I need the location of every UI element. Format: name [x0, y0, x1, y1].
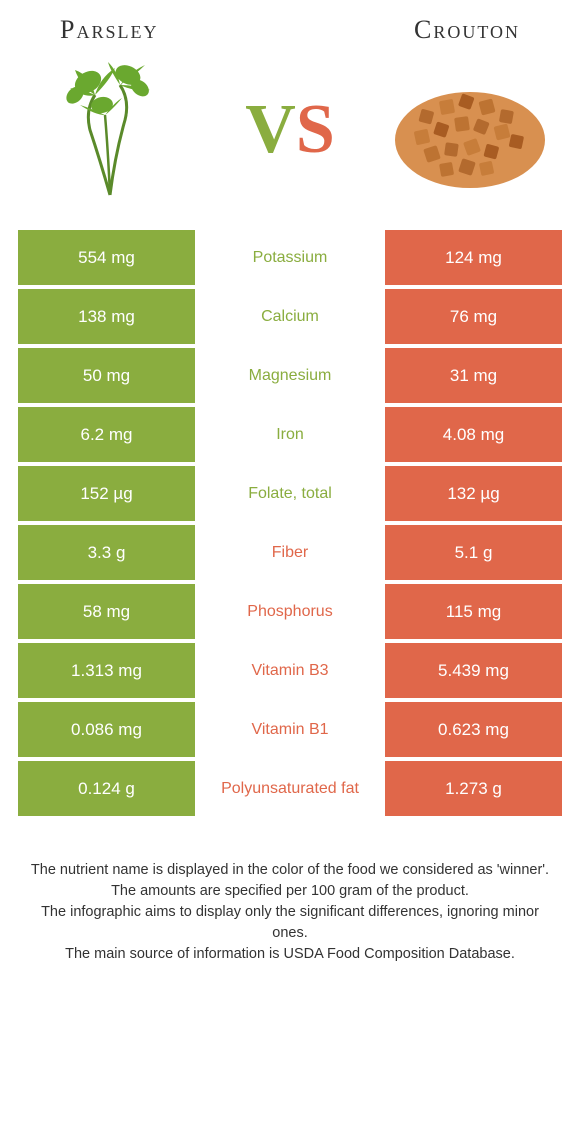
nutrient-label: Magnesium: [195, 348, 385, 403]
vs-v-letter: V: [245, 90, 296, 170]
table-row: 138 mgCalcium76 mg: [18, 289, 562, 344]
right-value-cell: 124 mg: [385, 230, 562, 285]
left-value-cell: 3.3 g: [18, 525, 195, 580]
right-value-cell: 4.08 mg: [385, 407, 562, 462]
left-food-title: Parsley: [60, 15, 158, 45]
footer-line: The main source of information is USDA F…: [30, 944, 550, 965]
table-row: 1.313 mgVitamin B35.439 mg: [18, 643, 562, 698]
table-row: 58 mgPhosphorus115 mg: [18, 584, 562, 639]
nutrient-label: Folate, total: [195, 466, 385, 521]
left-value-cell: 0.086 mg: [18, 702, 195, 757]
left-value-cell: 554 mg: [18, 230, 195, 285]
header-titles: Parsley Crouton: [0, 0, 580, 45]
footer-line: The nutrient name is displayed in the co…: [30, 860, 550, 881]
vs-s-letter: S: [296, 90, 335, 170]
footer-notes: The nutrient name is displayed in the co…: [0, 820, 580, 965]
right-value-cell: 5.439 mg: [385, 643, 562, 698]
left-value-cell: 58 mg: [18, 584, 195, 639]
nutrient-label: Calcium: [195, 289, 385, 344]
footer-line: The infographic aims to display only the…: [30, 902, 550, 944]
nutrient-label: Phosphorus: [195, 584, 385, 639]
crouton-image: [390, 55, 550, 205]
footer-line: The amounts are specified per 100 gram o…: [30, 881, 550, 902]
left-value-cell: 50 mg: [18, 348, 195, 403]
nutrient-label: Vitamin B1: [195, 702, 385, 757]
table-row: 3.3 gFiber5.1 g: [18, 525, 562, 580]
left-value-cell: 138 mg: [18, 289, 195, 344]
right-value-cell: 132 µg: [385, 466, 562, 521]
table-row: 554 mgPotassium124 mg: [18, 230, 562, 285]
right-value-cell: 0.623 mg: [385, 702, 562, 757]
right-value-cell: 115 mg: [385, 584, 562, 639]
table-row: 6.2 mgIron4.08 mg: [18, 407, 562, 462]
nutrient-label: Vitamin B3: [195, 643, 385, 698]
left-value-cell: 1.313 mg: [18, 643, 195, 698]
nutrient-label: Potassium: [195, 230, 385, 285]
parsley-icon: [40, 60, 180, 200]
table-row: 50 mgMagnesium31 mg: [18, 348, 562, 403]
table-row: 152 µgFolate, total132 µg: [18, 466, 562, 521]
parsley-image: [30, 55, 190, 205]
right-value-cell: 31 mg: [385, 348, 562, 403]
nutrition-table: 554 mgPotassium124 mg138 mgCalcium76 mg5…: [0, 230, 580, 816]
images-row: VS: [0, 45, 580, 230]
vs-label: VS: [245, 90, 335, 170]
left-value-cell: 6.2 mg: [18, 407, 195, 462]
nutrient-label: Iron: [195, 407, 385, 462]
nutrient-label: Fiber: [195, 525, 385, 580]
right-food-title: Crouton: [414, 15, 520, 45]
right-value-cell: 5.1 g: [385, 525, 562, 580]
right-value-cell: 1.273 g: [385, 761, 562, 816]
crouton-icon: [390, 65, 550, 195]
left-value-cell: 0.124 g: [18, 761, 195, 816]
nutrient-label: Polyunsaturated fat: [195, 761, 385, 816]
table-row: 0.124 gPolyunsaturated fat1.273 g: [18, 761, 562, 816]
table-row: 0.086 mgVitamin B10.623 mg: [18, 702, 562, 757]
left-value-cell: 152 µg: [18, 466, 195, 521]
right-value-cell: 76 mg: [385, 289, 562, 344]
